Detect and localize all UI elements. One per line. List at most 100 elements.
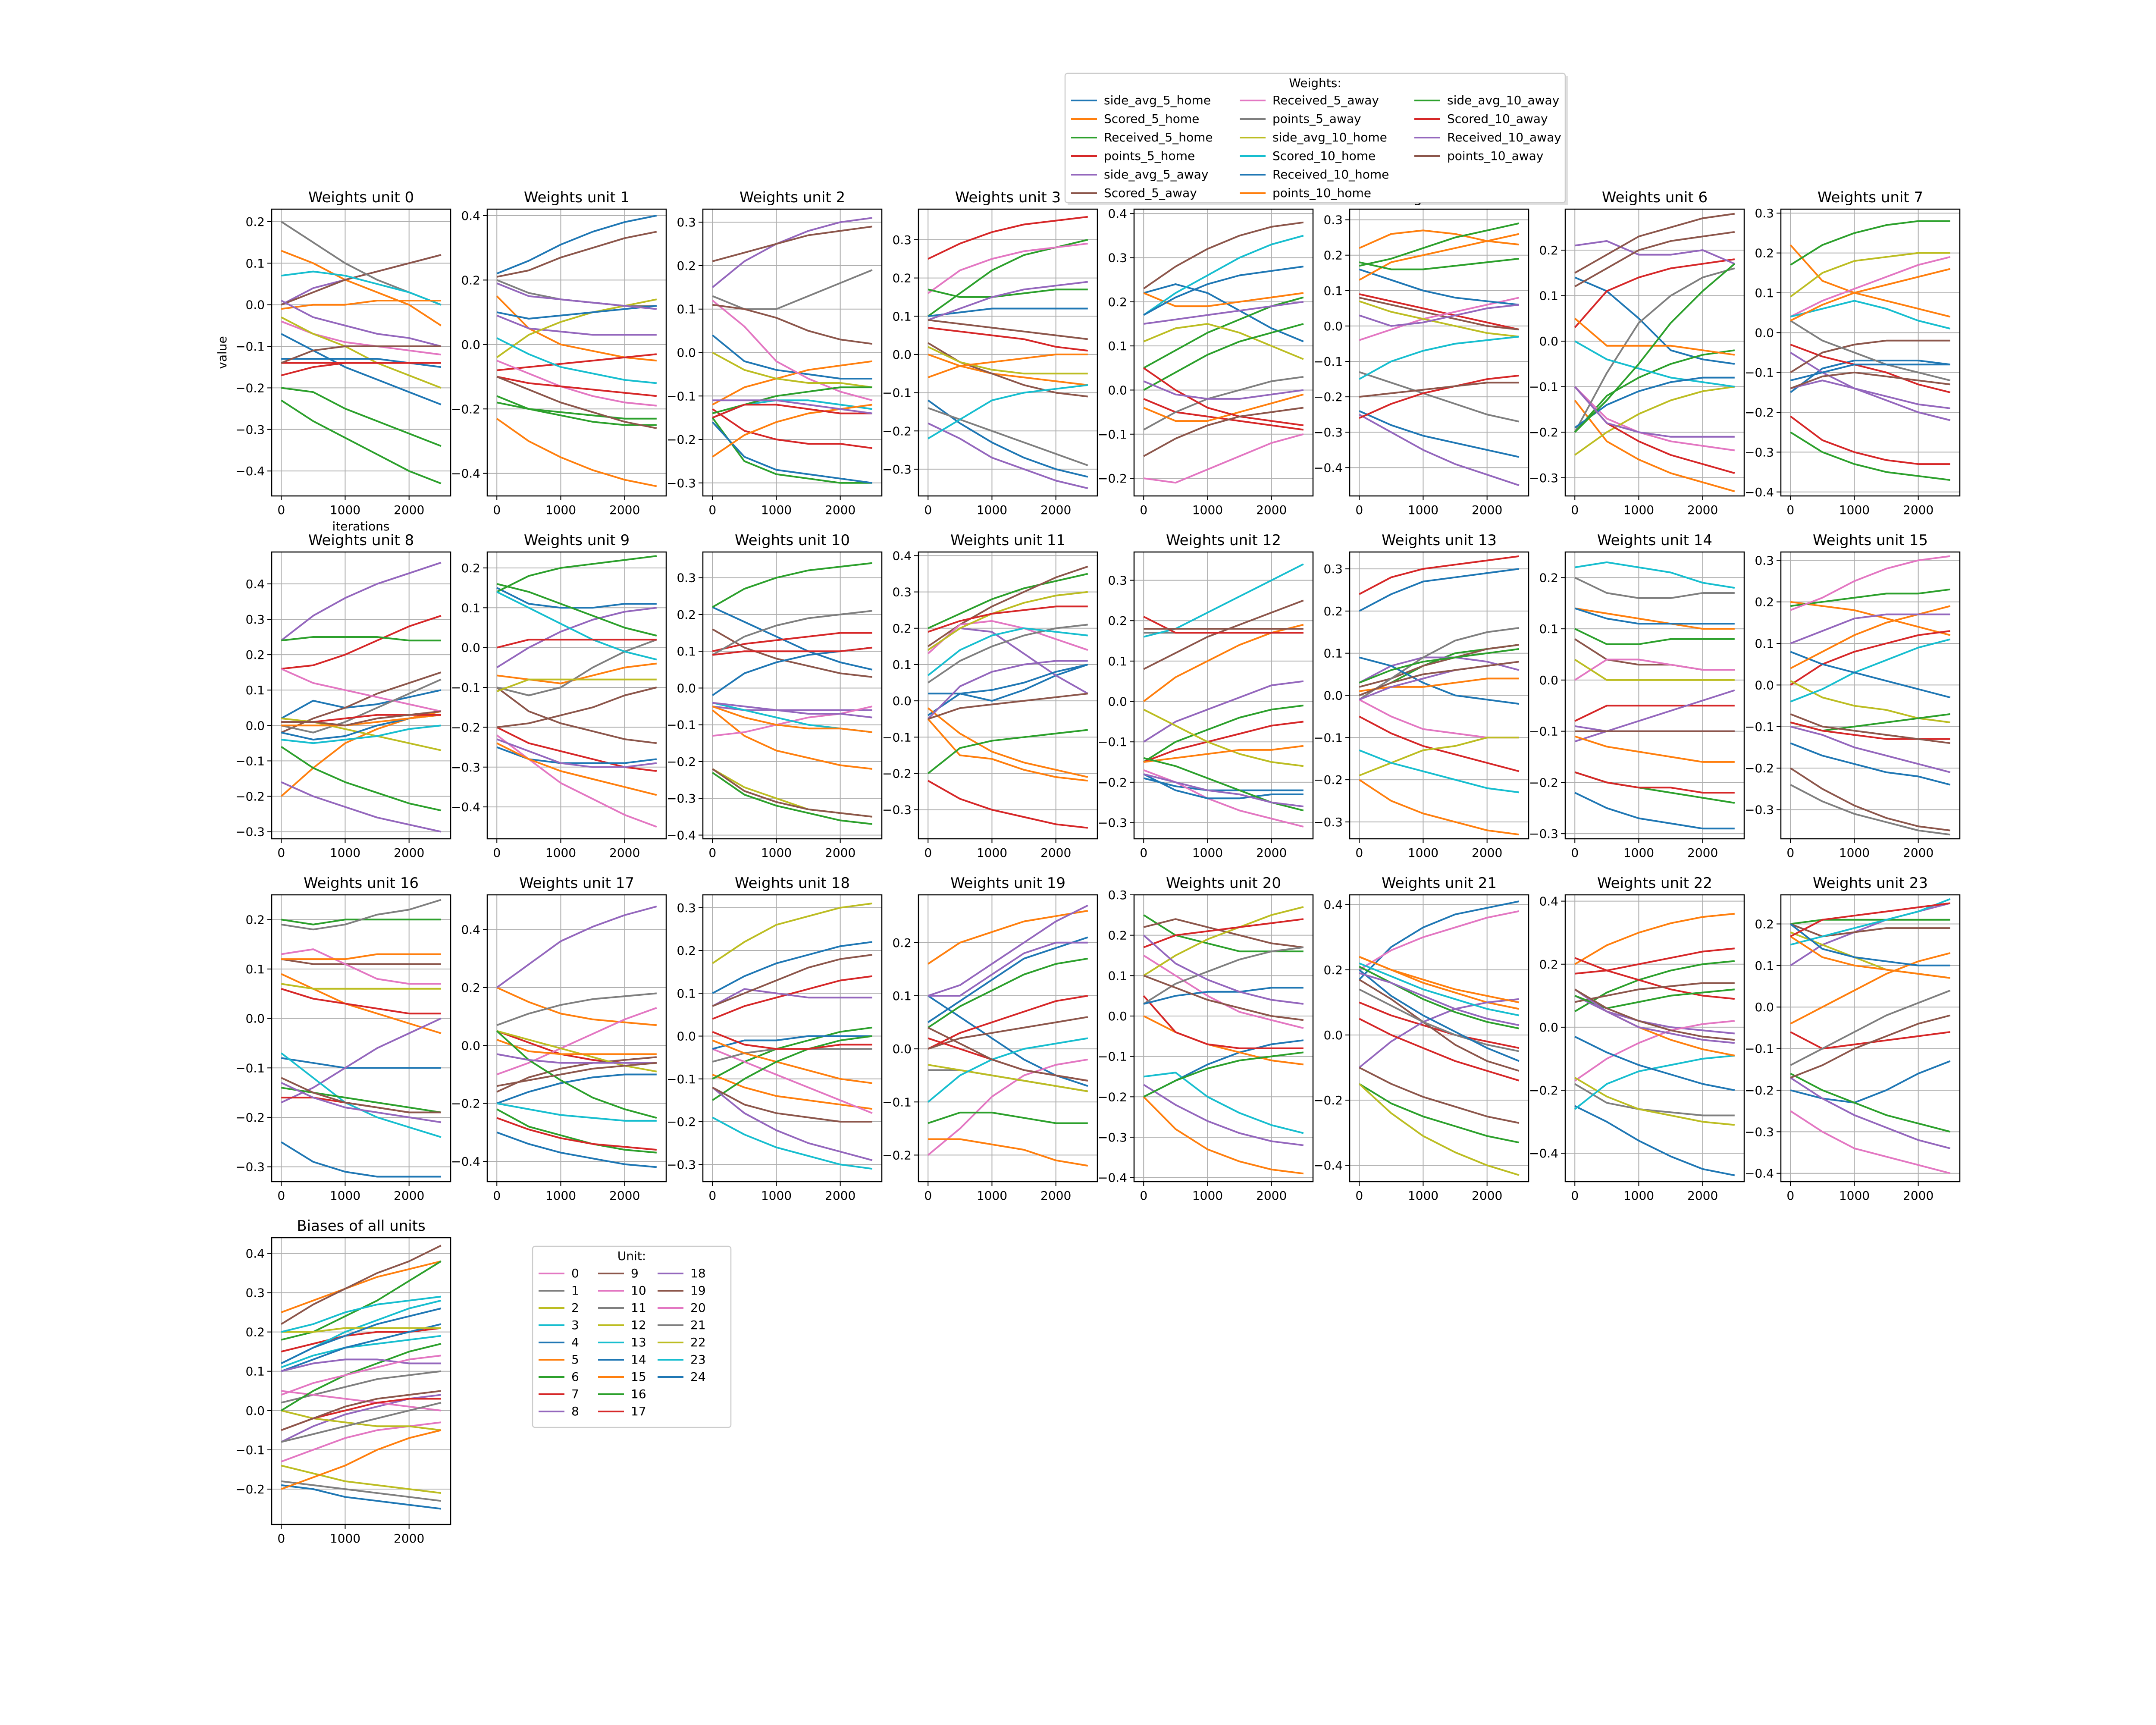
series-line-Scored_5_home	[1574, 607, 1735, 630]
series-line-Scored_5_away	[712, 628, 873, 678]
series-line-side_avg_5_away	[1358, 998, 1520, 1069]
series-line-Received_5_home	[928, 957, 1088, 1029]
y-tick-label: 0.2	[1323, 604, 1343, 618]
y-tick-label: 0.3	[1323, 213, 1343, 227]
series-line-Scored_5_home	[1574, 913, 1735, 965]
series-line-Scored_5_away	[928, 565, 1088, 647]
series-line-side_avg_5_away	[281, 1017, 442, 1104]
x-tick-label: 0	[1786, 846, 1794, 860]
series-line-points_5_away	[1359, 988, 1520, 1052]
series-line-side_avg_10_home	[496, 678, 657, 693]
series-line-Scored_10_away	[928, 216, 1088, 260]
subplot-2: 0 1000 2000 −0.3 −0.2 −0.1 0.0 0.1 0.2 0.3 Weights…	[667, 189, 883, 517]
series-line-Scored_5_away	[1143, 221, 1304, 289]
series-line-Received_5_home	[1359, 1083, 1520, 1144]
series-line-side_avg_5_away	[280, 561, 442, 641]
subplot-title: Weights unit 16	[304, 875, 419, 892]
series-line-points_10_home	[281, 714, 442, 727]
series-line-Received_5_away	[1790, 1110, 1951, 1174]
y-tick-label: −0.4	[235, 464, 265, 478]
series-line-side_avg_10_home	[1143, 323, 1304, 360]
series-line-points_5_home	[496, 726, 657, 772]
y-tick-label: 0.4	[461, 923, 480, 937]
series-line-points_5_home	[928, 995, 1088, 1050]
series-line-points_10_away	[1359, 1066, 1520, 1124]
series-line-side_avg_10_away	[496, 401, 657, 426]
series-line-points_5_home	[1359, 293, 1520, 331]
series-line-points_10_away	[281, 710, 442, 727]
series-line-side_avg_10_home	[712, 351, 873, 389]
series-line-Scored_10_away	[928, 605, 1088, 633]
subplot-21: 0 1000 2000 −0.4 −0.2 0.0 0.2 0.4 Weights unit 2…	[1313, 875, 1529, 1203]
legend-entry: Scored_5_away	[1104, 186, 1197, 200]
x-tick-label: 2000	[394, 503, 424, 517]
y-tick-label: 0.1	[1539, 622, 1558, 636]
series-line-side_avg_5_home	[281, 1057, 441, 1069]
series-line-Received_5_home	[712, 562, 873, 608]
subplot-title: Weights unit 17	[519, 875, 634, 892]
series-line-Scored_5_away	[712, 226, 873, 262]
series-line-side_avg_5_away	[1359, 656, 1520, 684]
x-tick-label: 2000	[1687, 846, 1718, 860]
subplot-title: Weights unit 19	[950, 875, 1065, 892]
series-line-Received_10_away	[281, 781, 442, 833]
series-line-side_avg_10_away	[928, 1111, 1088, 1124]
series-line-Scored_5_home	[1359, 229, 1520, 249]
series-line-Received_10_away	[1359, 972, 1520, 1026]
series-line-points_5_home	[1574, 957, 1735, 1000]
series-line-points_10_home	[496, 1039, 657, 1055]
legend-entry: side_avg_10_home	[1272, 130, 1387, 144]
series-line-points_10_home	[1359, 677, 1519, 692]
series-line-side_avg_5_home	[1358, 900, 1520, 980]
y-tick-label: −0.2	[882, 1148, 912, 1162]
series-line-Received_5_away	[1359, 699, 1519, 739]
y-tick-label: 0.2	[1539, 957, 1558, 972]
series-line-Scored_5_away	[1574, 982, 1735, 1003]
y-tick-label: 0.2	[245, 913, 265, 927]
series-line-Received_10_away	[1574, 386, 1735, 438]
series-line-points_5_home	[1790, 1031, 1951, 1050]
legend-entry: 4	[571, 1335, 579, 1349]
x-tick-label: 2000	[1256, 1189, 1287, 1203]
legend-entry: Scored_10_home	[1272, 149, 1376, 163]
series-line-points_5_home	[281, 988, 441, 1015]
subplot-title: Weights unit 11	[950, 532, 1065, 549]
series-line-points_10_away	[712, 304, 873, 345]
series-line-points_10_home	[1359, 956, 1520, 1004]
y-tick-label: −0.1	[1529, 724, 1558, 739]
series-line-side_avg_10_away	[1143, 1051, 1304, 1098]
legend-title: Weights:	[1289, 76, 1341, 90]
series-line-21	[281, 1402, 442, 1443]
series-line-Received_5_home	[1574, 960, 1735, 1013]
y-tick-label: 0.1	[1323, 284, 1343, 298]
y-tick-label: 0.3	[892, 233, 912, 247]
x-tick-label: 0	[493, 846, 501, 860]
legend-entry: side_avg_10_away	[1447, 93, 1559, 107]
series-line-Scored_10_away	[1359, 1018, 1520, 1082]
y-tick-label: 0.2	[677, 944, 696, 958]
series-line-Received_5_home	[1790, 919, 1950, 925]
y-tick-label: 0.1	[1108, 654, 1127, 668]
series-line-points_10_home	[281, 953, 441, 960]
series-line-side_avg_10_home	[1359, 300, 1520, 338]
y-tick-label: −0.1	[667, 389, 696, 403]
y-tick-label: −0.1	[1313, 731, 1343, 745]
series-line-Scored_10_away	[712, 646, 873, 656]
x-tick-label: 1000	[1408, 1189, 1438, 1203]
subplot-7: 0 1000 2000 −0.4 −0.3 −0.2 −0.1 0.0 0.1 0.2 0.3 Wei…	[1745, 189, 1961, 517]
series-line-Received_10_home	[1143, 266, 1304, 316]
plot-frame	[918, 208, 1098, 497]
x-axis-label: iterations	[332, 519, 390, 533]
y-tick-label: −0.2	[235, 789, 265, 803]
y-tick-label: −0.3	[667, 1157, 696, 1172]
y-tick-label: 0.4	[245, 1246, 265, 1261]
legend-entry: 18	[690, 1266, 706, 1280]
series-line-points_10_away	[712, 768, 873, 818]
plot-frame	[1780, 894, 1961, 1182]
x-tick-label: 2000	[1040, 1189, 1071, 1203]
series-line-Scored_5_home	[1143, 624, 1304, 703]
series-line-14	[281, 1323, 442, 1372]
x-tick-label: 2000	[1040, 846, 1071, 860]
series-line-Scored_5_home	[711, 709, 873, 770]
